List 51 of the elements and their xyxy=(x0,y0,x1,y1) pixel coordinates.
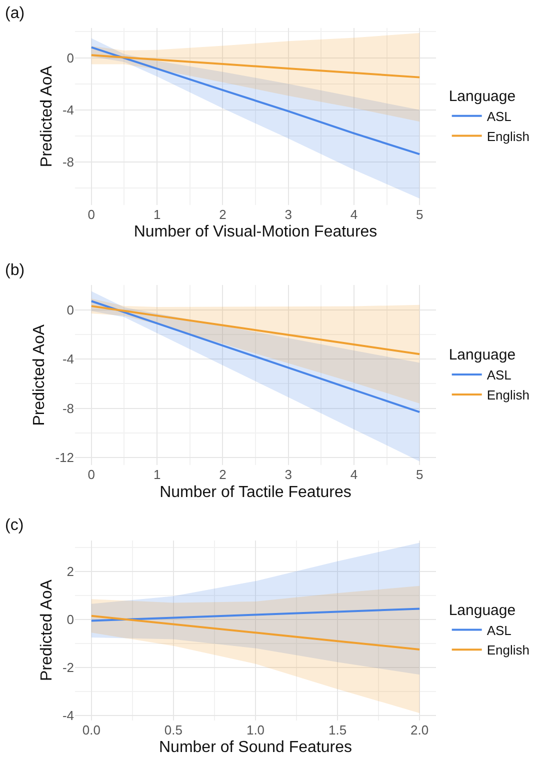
y-tick-label: 0 xyxy=(66,302,74,318)
y-axis-title: Predicted AoA xyxy=(31,324,48,426)
x-tick-label: 1.5 xyxy=(328,722,347,738)
line-series xyxy=(90,608,421,622)
y-axis-title: Predicted AoA xyxy=(38,65,56,168)
y-tick-label: -2 xyxy=(62,660,74,676)
x-tick-label: 3 xyxy=(284,467,292,482)
y-tick-label: 0 xyxy=(66,50,74,66)
x-tick-label: 1.0 xyxy=(246,722,265,738)
x-tick-label: 5 xyxy=(416,206,424,222)
y-tick-label: -8 xyxy=(62,400,74,416)
legend-label: ASL xyxy=(486,368,512,383)
legend-label: English xyxy=(486,388,530,403)
x-tick-label: 0.0 xyxy=(82,722,100,738)
legend-label: English xyxy=(486,642,530,658)
legend-label: ASL xyxy=(486,108,512,124)
x-axis-title: Number of Visual-Motion Features xyxy=(134,224,378,241)
chart-title: (a) xyxy=(5,5,25,22)
y-axis-title: Predicted AoA xyxy=(38,579,56,681)
x-axis-title: Number of Sound Features xyxy=(159,738,352,756)
x-tick-label: 2 xyxy=(219,206,226,222)
line-series xyxy=(90,54,421,78)
x-tick-label: 0 xyxy=(88,467,96,482)
y-tick-label: -4 xyxy=(62,708,74,724)
legend-label: English xyxy=(486,128,530,144)
legend-label: ASL xyxy=(486,622,512,638)
x-tick-label: 4 xyxy=(350,206,358,222)
x-tick-label: 5 xyxy=(416,467,424,482)
x-tick-label: 2.0 xyxy=(410,722,429,738)
line-series xyxy=(90,305,421,356)
y-tick-label: -4 xyxy=(62,102,74,118)
y-tick-label: 2 xyxy=(66,564,74,580)
y-tick-label: 0 xyxy=(66,612,74,628)
y-tick-label: -8 xyxy=(62,154,74,170)
legend-title: Language xyxy=(448,602,516,619)
x-tick-label: 0.5 xyxy=(164,722,182,738)
y-tick-label: -12 xyxy=(55,450,74,466)
legend-title: Language xyxy=(448,346,516,364)
x-tick-label: 1 xyxy=(153,206,161,222)
chart-title: (c) xyxy=(5,517,24,534)
legend-title: Language xyxy=(448,88,516,105)
x-tick-label: 4 xyxy=(350,467,358,482)
chart-title: (b) xyxy=(5,262,25,279)
y-tick-label: -4 xyxy=(62,352,74,367)
x-tick-label: 2 xyxy=(219,467,226,482)
x-tick-label: 1 xyxy=(153,467,161,482)
x-tick-label: 3 xyxy=(284,206,292,222)
line-series xyxy=(90,46,421,156)
line-series xyxy=(90,614,421,650)
x-tick-label: 0 xyxy=(88,206,96,222)
x-axis-title: Number of Tactile Features xyxy=(160,484,352,501)
